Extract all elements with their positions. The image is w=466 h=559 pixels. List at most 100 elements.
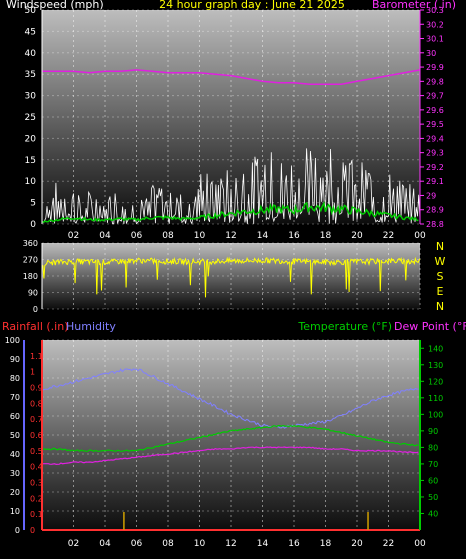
temperature-axis-label: Temperature (°F) bbox=[297, 320, 392, 333]
humidity-temp-plot-area bbox=[42, 340, 420, 530]
wind-y-tick-label: 10 bbox=[25, 177, 37, 187]
humidity-y-tick-label: 60 bbox=[10, 412, 20, 421]
x-tick-label: 14 bbox=[257, 539, 269, 549]
wind-y-tick-label: 25 bbox=[25, 113, 36, 123]
temperature-y-tick-label: 120 bbox=[428, 377, 443, 386]
dewpoint-line bbox=[41, 446, 419, 466]
humidity-y-tick-label: 80 bbox=[10, 374, 20, 383]
compass-label: W bbox=[435, 255, 446, 268]
temperature-y-tick-label: 90 bbox=[428, 427, 438, 436]
barometer-y-tick-label: 30.2 bbox=[426, 20, 444, 29]
wind-plot-area bbox=[42, 10, 420, 224]
rainfall-y-tick-label: 1.1 bbox=[30, 352, 43, 361]
x-tick-label: 18 bbox=[320, 231, 332, 241]
x-tick-label: 00 bbox=[414, 539, 426, 549]
temperature-y-tick-label: 80 bbox=[428, 443, 438, 452]
humidity-y-tick-label: 10 bbox=[10, 507, 20, 516]
humidity-line bbox=[41, 368, 419, 429]
humidity-y-tick-label: 30 bbox=[10, 469, 20, 478]
barometer-y-tick-label: 28.8 bbox=[426, 220, 444, 229]
temperature-line bbox=[41, 424, 419, 453]
x-tick-label: 04 bbox=[99, 539, 111, 549]
temperature-y-tick-label: 50 bbox=[428, 493, 438, 502]
x-tick-label: 22 bbox=[383, 539, 394, 549]
wind-y-tick-label: 15 bbox=[25, 156, 36, 166]
x-tick-label: 00 bbox=[414, 231, 426, 241]
rainfall-axis-label: Rainfall (.in) bbox=[2, 320, 69, 333]
x-tick-label: 02 bbox=[68, 539, 79, 549]
barometer-axis-label: Barometer (.in) bbox=[372, 0, 456, 11]
temperature-y-tick-label: 70 bbox=[428, 460, 438, 469]
x-tick-label: 22 bbox=[383, 231, 394, 241]
direction-plot-area bbox=[42, 243, 420, 309]
barometer-y-tick-label: 30.3 bbox=[426, 6, 444, 15]
wind-axis-label: Windspeed (mph) bbox=[6, 0, 104, 11]
barometer-y-tick-label: 29.9 bbox=[426, 63, 444, 72]
rainfall-y-tick-label: 0.7 bbox=[30, 415, 43, 424]
barometer-y-tick-label: 29.3 bbox=[426, 149, 444, 158]
rainfall-y-tick-label: 0 bbox=[30, 526, 35, 535]
temperature-y-tick-label: 40 bbox=[428, 509, 438, 518]
direction-y-tick-label: 180 bbox=[23, 272, 38, 281]
rainfall-y-tick-label: 0.9 bbox=[30, 384, 43, 393]
wind-y-tick-label: 40 bbox=[25, 49, 37, 59]
x-tick-label: 20 bbox=[351, 231, 363, 241]
x-tick-label: 02 bbox=[68, 231, 79, 241]
wind-y-tick-label: 30 bbox=[25, 92, 37, 102]
rainfall-y-tick-label: 0.6 bbox=[30, 431, 43, 440]
compass-label: N bbox=[436, 300, 444, 313]
x-tick-label: 04 bbox=[99, 231, 111, 241]
barometer-y-tick-label: 29 bbox=[426, 191, 436, 200]
temperature-y-tick-label: 130 bbox=[428, 361, 443, 370]
rainfall-y-tick-label: 0.5 bbox=[30, 447, 43, 456]
wind-y-tick-label: 20 bbox=[25, 134, 37, 144]
barometer-y-tick-label: 29.6 bbox=[426, 106, 444, 115]
temperature-y-tick-label: 100 bbox=[428, 410, 443, 419]
wind-y-tick-label: 35 bbox=[25, 70, 36, 80]
rainfall-y-tick-label: 0.2 bbox=[30, 494, 43, 503]
x-tick-label: 10 bbox=[194, 231, 206, 241]
wind-direction-line bbox=[41, 256, 421, 298]
barometer-y-tick-label: 29.4 bbox=[426, 134, 444, 143]
rainfall-y-tick-label: 0.1 bbox=[30, 510, 43, 519]
x-tick-label: 16 bbox=[288, 539, 300, 549]
rainfall-y-tick-label: 0.3 bbox=[30, 479, 43, 488]
x-tick-label: 18 bbox=[320, 539, 332, 549]
humidity-y-tick-label: 0 bbox=[15, 526, 20, 535]
barometer-y-tick-label: 29.7 bbox=[426, 92, 444, 101]
humidity-y-tick-label: 90 bbox=[10, 355, 20, 364]
x-tick-label: 20 bbox=[351, 539, 363, 549]
humidity-y-tick-label: 70 bbox=[10, 393, 20, 402]
wind-average-line bbox=[41, 201, 419, 224]
humidity-y-tick-label: 100 bbox=[5, 336, 20, 345]
chart-title: 24 hour graph day : June 21 2025 bbox=[159, 0, 345, 11]
wind-y-tick-label: 45 bbox=[25, 27, 36, 37]
compass-label: N bbox=[436, 240, 444, 253]
direction-y-tick-label: 0 bbox=[33, 305, 38, 314]
barometer-y-tick-label: 29.1 bbox=[426, 177, 444, 186]
humidity-y-tick-label: 20 bbox=[10, 488, 20, 497]
x-tick-label: 14 bbox=[257, 231, 269, 241]
wind-y-tick-label: 5 bbox=[30, 199, 36, 209]
direction-y-tick-label: 270 bbox=[23, 256, 38, 265]
wind-y-tick-label: 0 bbox=[30, 220, 36, 230]
temperature-y-tick-label: 60 bbox=[428, 476, 438, 485]
barometer-y-tick-label: 30 bbox=[426, 49, 436, 58]
barometer-y-tick-label: 30.1 bbox=[426, 35, 444, 44]
barometer-line bbox=[42, 69, 421, 85]
x-tick-label: 08 bbox=[162, 539, 174, 549]
temperature-y-tick-label: 110 bbox=[428, 394, 443, 403]
x-tick-label: 12 bbox=[225, 231, 236, 241]
direction-y-tick-label: 90 bbox=[28, 289, 38, 298]
x-tick-label: 12 bbox=[225, 539, 236, 549]
x-tick-label: 06 bbox=[131, 539, 143, 549]
barometer-y-tick-label: 29.5 bbox=[426, 120, 444, 129]
barometer-y-tick-label: 29.2 bbox=[426, 163, 444, 172]
dewpoint-axis-label: Dew Point (°F) bbox=[394, 320, 466, 333]
x-tick-label: 10 bbox=[194, 539, 206, 549]
wind-gust-line bbox=[41, 148, 421, 225]
humidity-y-tick-label: 40 bbox=[10, 450, 20, 459]
x-tick-label: 06 bbox=[131, 231, 143, 241]
x-tick-label: 16 bbox=[288, 231, 300, 241]
